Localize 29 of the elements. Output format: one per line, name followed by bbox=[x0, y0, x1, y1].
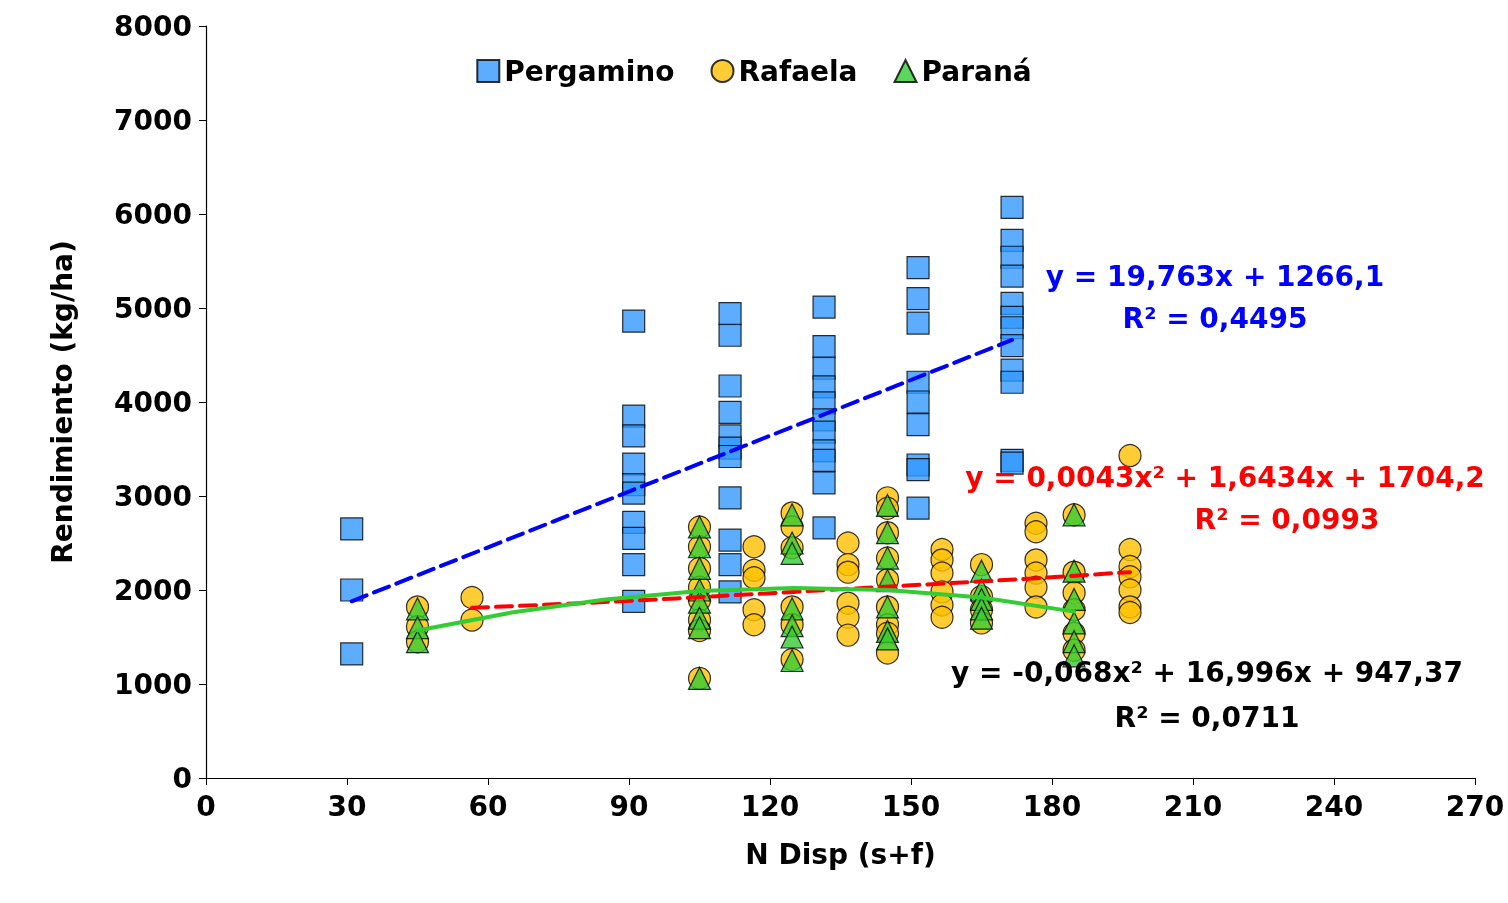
legend-label: Pergamino bbox=[504, 54, 675, 88]
y-tick-label: 3000 bbox=[114, 479, 192, 513]
legend-label: Rafaela bbox=[738, 54, 858, 88]
y-tick-label: 1000 bbox=[114, 667, 192, 701]
y-tick-label: 6000 bbox=[114, 197, 192, 231]
y-tick-label: 0 bbox=[172, 761, 192, 795]
y-tick-label: 8000 bbox=[114, 9, 192, 43]
x-tick-label: 180 bbox=[1022, 789, 1082, 823]
y-tick-label: 7000 bbox=[114, 103, 192, 137]
annotation: R² = 0,4495 bbox=[1122, 301, 1308, 335]
x-tick-label: 0 bbox=[196, 789, 216, 823]
y-tick-label: 2000 bbox=[114, 573, 192, 607]
x-tick-label: 30 bbox=[327, 789, 367, 823]
annotation: R² = 0,0711 bbox=[1114, 700, 1300, 734]
x-tick-label: 120 bbox=[740, 789, 800, 823]
y-tick-label: 5000 bbox=[114, 291, 192, 325]
x-tick-label: 90 bbox=[609, 789, 649, 823]
legend-label: Paraná bbox=[921, 54, 1032, 88]
y-tick-label: 4000 bbox=[114, 385, 192, 419]
annotation: R² = 0,0993 bbox=[1194, 502, 1380, 536]
x-tick-label: 60 bbox=[468, 789, 508, 823]
x-tick-label: 210 bbox=[1163, 789, 1223, 823]
x-axis-title: N Disp (s+f) bbox=[745, 837, 936, 871]
x-tick-label: 270 bbox=[1445, 789, 1505, 823]
y-axis-title: Rendimiento (kg/ha) bbox=[45, 240, 79, 564]
annotation: y = -0,068x² + 16,996x + 947,37 bbox=[951, 655, 1463, 689]
annotation: y = 19,763x + 1266,1 bbox=[1045, 259, 1385, 293]
x-tick-label: 240 bbox=[1304, 789, 1364, 823]
x-tick-label: 150 bbox=[881, 789, 941, 823]
